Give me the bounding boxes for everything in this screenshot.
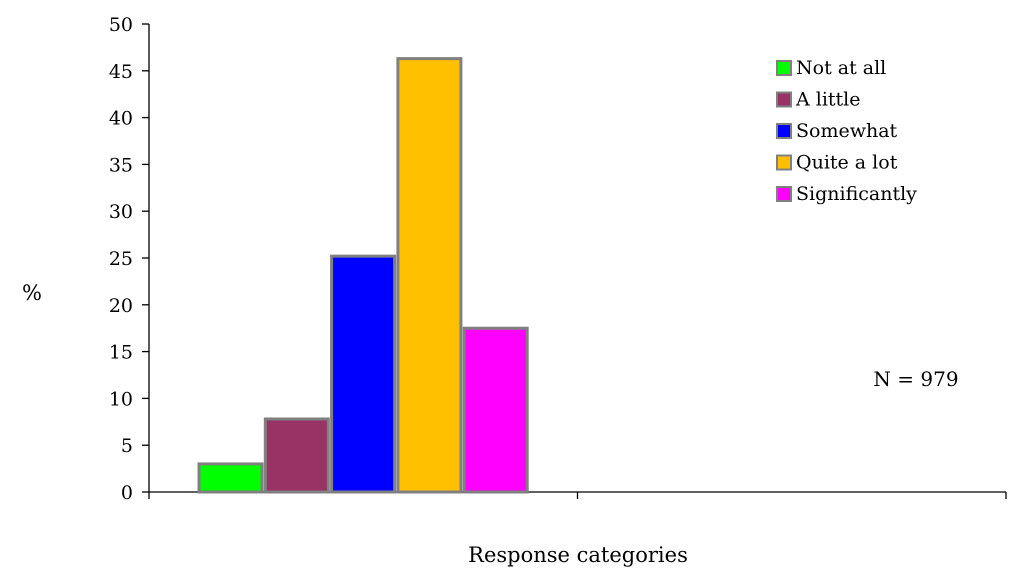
y-tick-label: 40: [109, 108, 133, 130]
bar-a-little: [263, 417, 330, 494]
sample-size-annotation: N = 979: [873, 367, 958, 391]
legend-label: Somewhat: [796, 120, 898, 142]
y-tick-label: 25: [109, 248, 133, 270]
y-tick-label: 10: [109, 388, 133, 410]
legend-label: A little: [795, 89, 861, 111]
legend-swatch: [776, 91, 792, 108]
y-tick-label: 0: [121, 482, 133, 504]
legend-swatch: [776, 154, 792, 171]
legend-swatch: [776, 123, 792, 139]
y-tick-label: 20: [109, 295, 133, 317]
y-axis: 0 5 10 15 20 25 30 35 40 45 50: [109, 14, 150, 504]
x-axis-title: Response categories: [468, 543, 688, 567]
legend-label: Significantly: [796, 183, 917, 205]
y-tick-label: 50: [109, 14, 133, 36]
y-tick-label: 45: [109, 61, 133, 83]
bar-not-at-all: [197, 462, 264, 494]
legend: Not at all A little Somewhat Quite a lot Sig…: [776, 57, 917, 205]
y-tick-label: 30: [109, 201, 133, 223]
y-tick-label: 15: [109, 342, 133, 364]
legend-label: Quite a lot: [796, 152, 898, 174]
y-axis-title: %: [22, 281, 42, 305]
legend-swatch: [776, 60, 792, 76]
bar-somewhat: [330, 254, 397, 494]
bars: [197, 57, 529, 494]
bar-quite-a-lot: [396, 57, 463, 494]
legend-swatch: [776, 186, 792, 202]
bar-significantly: [462, 326, 529, 494]
legend-label: Not at all: [796, 57, 886, 79]
y-tick-label: 35: [109, 154, 133, 176]
y-tick-label: 5: [121, 435, 133, 457]
